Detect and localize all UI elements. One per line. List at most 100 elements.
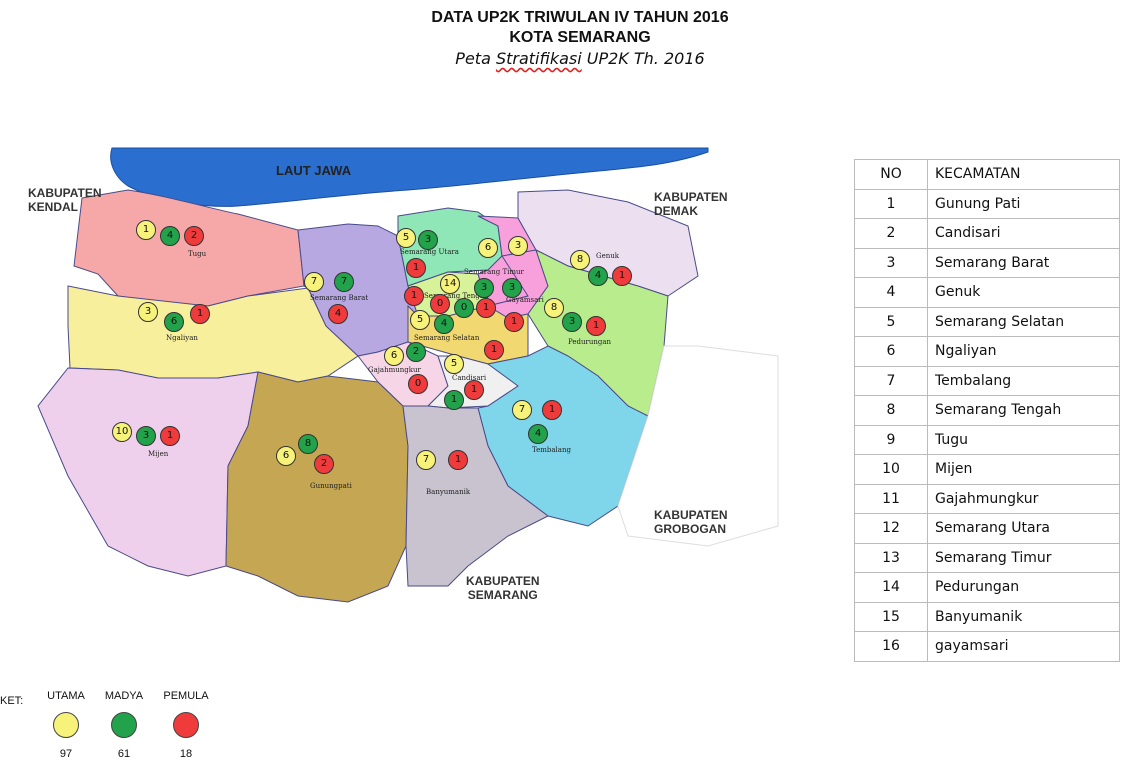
name-genuk: Genuk [596, 252, 619, 260]
marker-semarang-barat-madya: 7 [334, 272, 354, 292]
row-no: 1 [854, 189, 928, 219]
name-tugu: Tugu [188, 250, 207, 258]
marker-semarang-selatan-utama: 5 [410, 310, 430, 330]
name-semarang-barat: Semarang Barat [310, 294, 369, 302]
row-no: 11 [854, 484, 928, 514]
subtitle-spellcheck-word: Stratifikasi [495, 49, 582, 68]
marker-banyumanik-pemula: 1 [448, 450, 468, 470]
subtitle-prefix: Peta [455, 49, 496, 68]
row-no: 12 [854, 513, 928, 544]
name-pedurungan: Pedurungan [568, 338, 612, 346]
name-mijen: Mijen [148, 450, 169, 458]
legend-utama-count: 97 [59, 748, 73, 760]
semarang-map: LAUT JAWA KABUPATEN KENDAL KABUPATEN DEM… [8, 146, 784, 630]
marker-mijen-utama: 10 [112, 422, 132, 442]
table-row: 16 gayamsari [854, 631, 1120, 662]
name-gayamsari: Gayamsari [506, 296, 544, 304]
row-kecamatan: Semarang Utara [927, 513, 1120, 544]
table-header-row: NO KECAMATAN [854, 159, 1120, 190]
table-row: 4 Genuk [854, 277, 1120, 308]
row-no: 8 [854, 395, 928, 426]
marker-pedurungan-madya: 3 [562, 312, 582, 332]
table-row: 10 Mijen [854, 454, 1120, 485]
label-kabupaten-semarang: KABUPATEN SEMARANG [466, 574, 540, 602]
row-no: 7 [854, 366, 928, 396]
legend-item-pemula: PEMULA 18 [156, 690, 216, 760]
map-svg [37, 147, 779, 603]
row-kecamatan: Semarang Barat [927, 248, 1120, 278]
marker-candisari-utama: 5 [444, 354, 464, 374]
table-row: 1 Gunung Pati [854, 189, 1120, 219]
row-kecamatan: Gajahmungkur [927, 484, 1120, 514]
table-row: 14 Pedurungan [854, 572, 1120, 603]
row-no: 13 [854, 543, 928, 573]
legend-utama-swatch [53, 712, 79, 738]
marker-gajahmungkur-pemula: 0 [408, 374, 428, 394]
name-banyumanik: Banyumanik [426, 488, 471, 496]
row-kecamatan: Genuk [927, 277, 1120, 308]
legend-madya-label: MADYA [104, 690, 144, 702]
label-kabupaten-grobogan: KABUPATEN GROBOGAN [654, 508, 728, 536]
table-row: 12 Semarang Utara [854, 513, 1120, 544]
header-no: NO [854, 159, 928, 190]
marker-semarang-timur-a: 6 [478, 238, 498, 258]
row-no: 10 [854, 454, 928, 485]
label-kabupaten-kendal: KABUPATEN KENDAL [28, 186, 102, 214]
row-kecamatan: Tembalang [927, 366, 1120, 396]
header-kecamatan: KECAMATAN [927, 159, 1120, 190]
marker-semarang-timur-c: 3 [474, 278, 494, 298]
marker-genuk-utama: 8 [570, 250, 590, 270]
marker-candisari-madya: 1 [444, 390, 464, 410]
legend-utama-label: UTAMA [47, 690, 85, 702]
name-semarang-utara: Semarang Utara [400, 248, 459, 256]
marker-semarang-selatan-pemula: 1 [484, 340, 504, 360]
marker-pedurungan-utama: 8 [544, 298, 564, 318]
legend-madya-swatch [111, 712, 137, 738]
marker-center-pemula: 1 [404, 286, 424, 306]
marker-pedurungan-pemula: 1 [586, 316, 606, 336]
name-semarang-selatan: Semarang Selatan [414, 334, 480, 342]
row-kecamatan: Tugu [927, 425, 1120, 455]
name-gunungpati: Gunungpati [310, 482, 352, 490]
legend-pemula-swatch [173, 712, 199, 738]
table-row: 3 Semarang Barat [854, 248, 1120, 278]
marker-semarang-timur-b: 3 [508, 236, 528, 256]
legend-item-utama: UTAMA 97 [36, 690, 96, 760]
marker-gajahmungkur-madya: 2 [406, 342, 426, 362]
marker-semarang-tengah-c: 1 [476, 298, 496, 318]
row-no: 14 [854, 572, 928, 603]
row-no: 3 [854, 248, 928, 278]
marker-gunungpati-utama: 6 [276, 446, 296, 466]
title-line-1: DATA UP2K TRIWULAN IV TAHUN 2016 [431, 9, 729, 26]
marker-semarang-tengah-b: 0 [454, 298, 474, 318]
marker-tembalang-madya: 4 [528, 424, 548, 444]
marker-gajahmungkur-utama: 6 [384, 346, 404, 366]
district-mijen [37, 367, 259, 577]
row-no: 6 [854, 336, 928, 367]
region-grobogan [617, 345, 779, 547]
marker-semarang-timur-d: 3 [502, 278, 522, 298]
name-semarang-timur: Semarang Timur [464, 268, 524, 276]
marker-semarang-selatan-madya: 4 [434, 314, 454, 334]
marker-center-utama: 14 [440, 274, 460, 294]
name-gajahmungkur: Gajahmungkur [368, 366, 421, 374]
row-no: 15 [854, 602, 928, 632]
row-no: 16 [854, 631, 928, 662]
marker-semarang-barat-pemula: 4 [328, 304, 348, 324]
kecamatan-table: NO KECAMATAN 1 Gunung Pati 2 Candisari 3 Sema… [854, 159, 1120, 662]
legend-label: KET: [0, 695, 24, 707]
sea-laut-jawa [110, 147, 709, 207]
table-row: 11 Gajahmungkur [854, 484, 1120, 514]
table-row: 15 Banyumanik [854, 602, 1120, 632]
kecamatan-table-body: 1 Gunung Pati 2 Candisari 3 Semarang Barat 4 Ge… [854, 189, 1120, 662]
marker-semarang-tengah-a: 0 [430, 294, 450, 314]
table-row: 13 Semarang Timur [854, 543, 1120, 573]
table-row: 2 Candisari [854, 218, 1120, 249]
map-subtitle: Peta Stratifikasi UP2K Th. 2016 [330, 48, 830, 70]
table-row: 5 Semarang Selatan [854, 307, 1120, 337]
title-line-2: KOTA SEMARANG [509, 29, 651, 46]
marker-semarang-utara-madya: 3 [418, 230, 438, 250]
row-kecamatan: Ngaliyan [927, 336, 1120, 367]
marker-semarang-utara-utama: 5 [396, 228, 416, 248]
row-kecamatan: Semarang Tengah [927, 395, 1120, 426]
